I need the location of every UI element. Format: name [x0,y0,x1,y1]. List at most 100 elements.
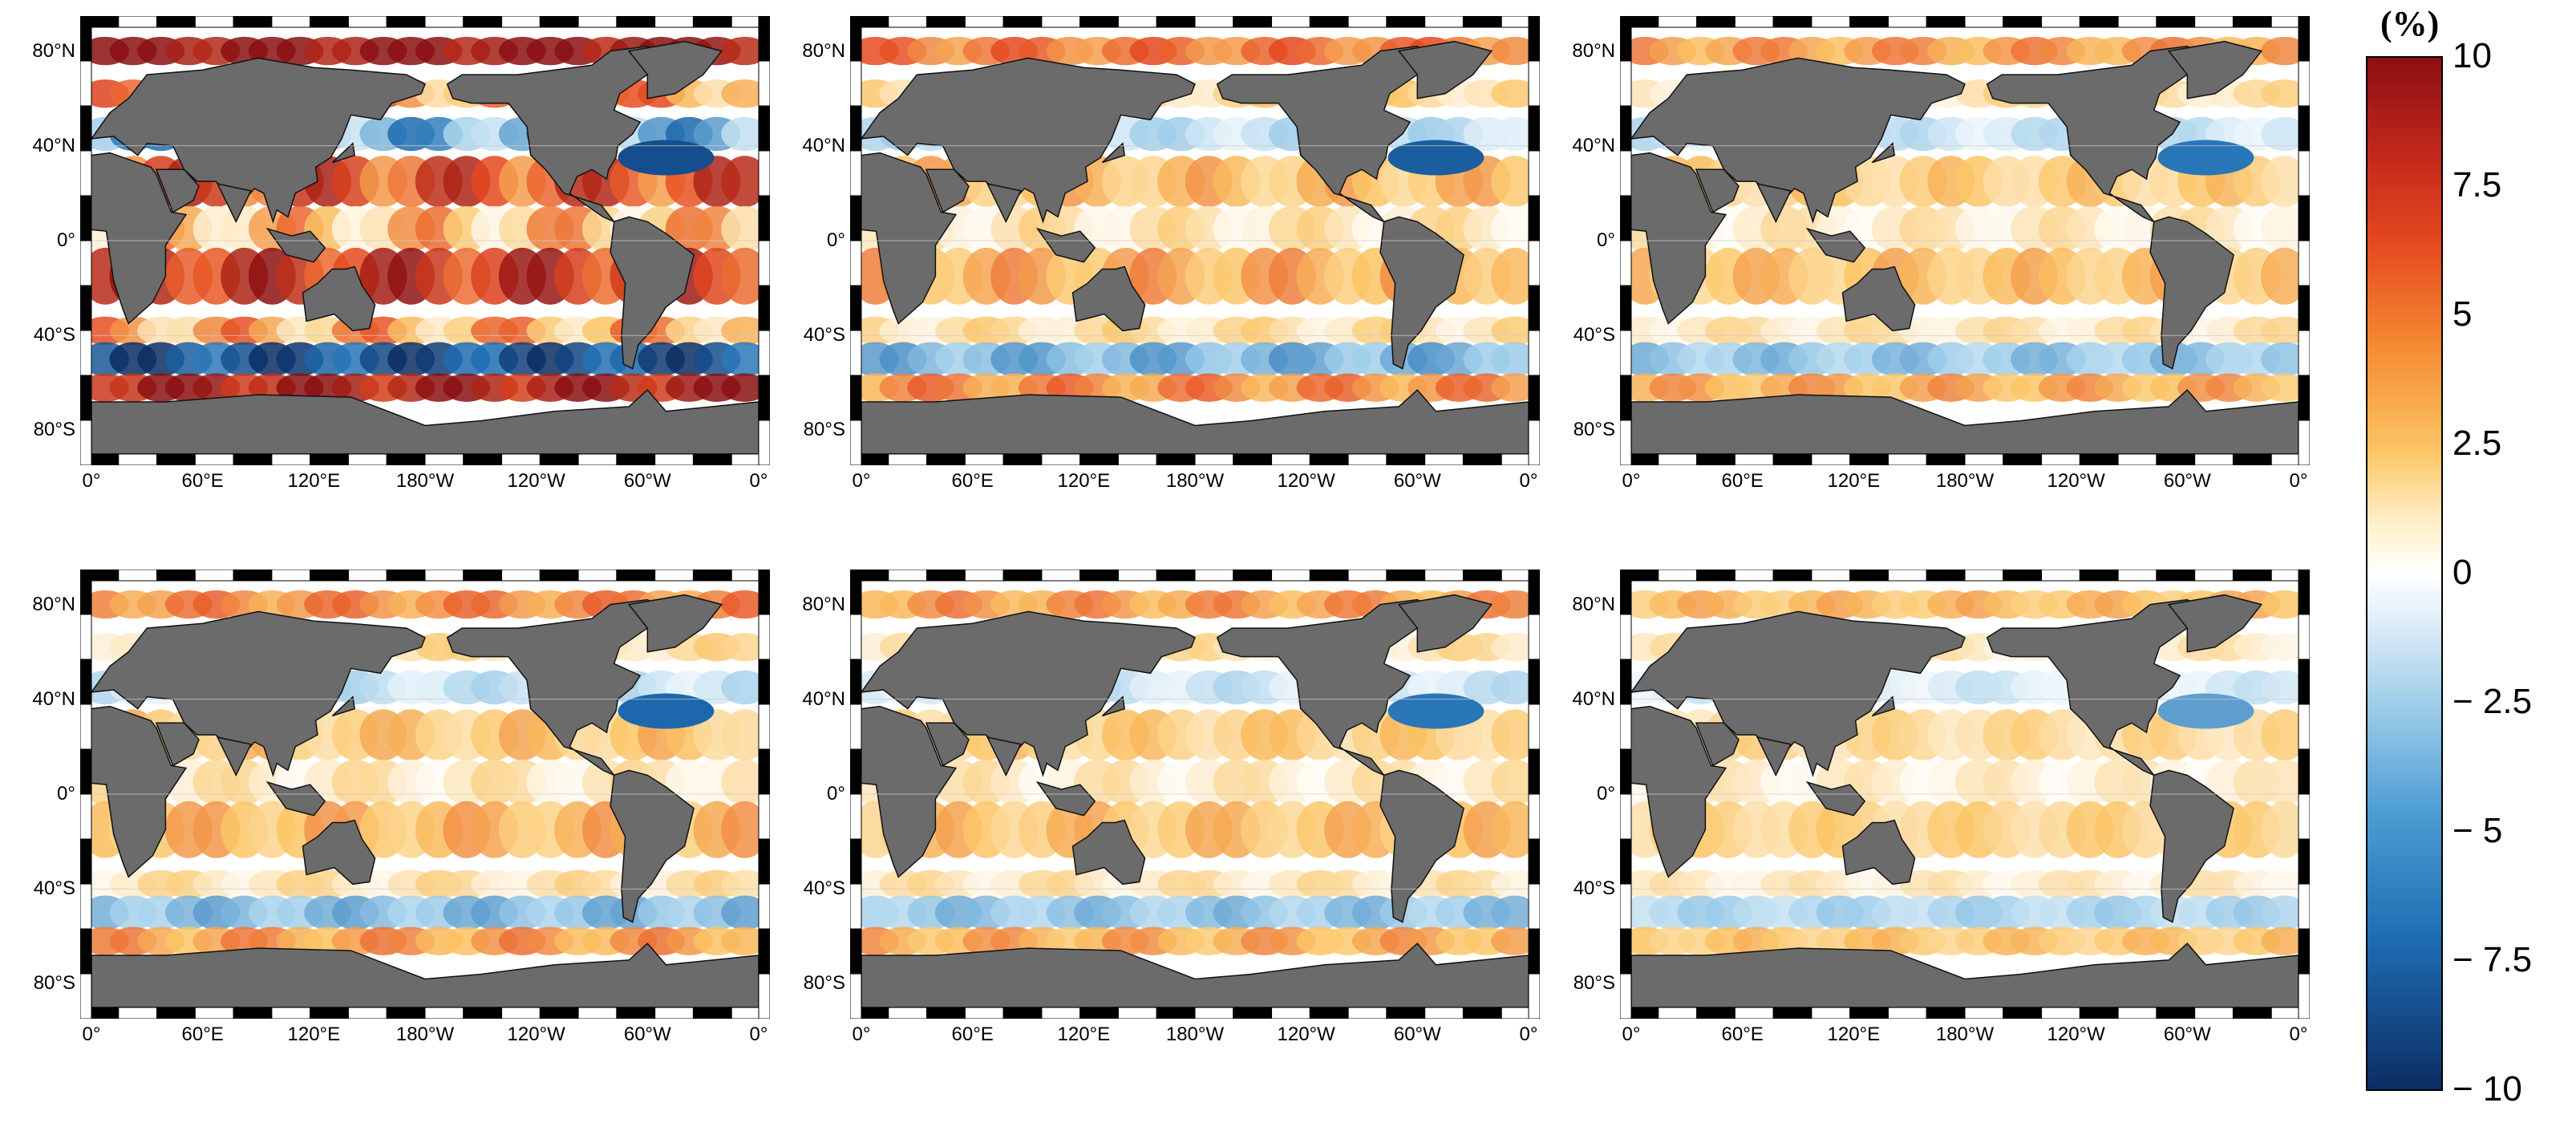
colorbar-tick-label: − 2.5 [2452,682,2533,721]
frame-segment [850,793,862,840]
frame-segment [1620,60,1632,107]
frame-segment [1620,703,1632,750]
frame-segment [1528,570,1540,615]
frame-segment [1887,453,1927,465]
frame-segment [386,570,426,582]
frame-segment [2298,659,2310,705]
frame-segment [1620,420,1632,465]
frame-segment [2041,453,2080,465]
frame-segment [1734,1007,1774,1019]
anomaly-patch [721,870,769,899]
anomaly-patch [1491,670,1539,705]
frame-segment [80,16,92,62]
frame-segment [1620,748,1632,795]
land-mass [216,736,252,777]
frame-segment [654,453,694,465]
longitude-label: 60°W [623,470,671,492]
frame-segment [156,453,196,465]
frame-segment [850,150,862,197]
frame-segment [2298,793,2310,840]
frame-segment [1887,1007,1927,1019]
map-plot [1620,570,2310,1019]
frame-segment [1194,16,1234,28]
anomaly-patch [1491,709,1539,761]
land-mass [446,45,667,223]
frame-segment [1528,285,1540,331]
latitude-label: 40°S [803,878,845,900]
anomaly-patch [2261,36,2309,66]
colorbar-tick-label: 2.5 [2452,424,2502,463]
longitude-label: 60°W [1393,470,1441,492]
frame-segment [758,793,770,840]
anomaly-patch [721,709,769,761]
frame-segment [1811,1007,1851,1019]
latitude-label: 40°N [32,687,75,710]
anomaly-patch [2261,926,2309,955]
latitude-label: 80°S [1573,419,1615,441]
anomaly-patch [1491,633,1539,662]
anomaly-patch [2261,79,2309,108]
frame-segment [463,1007,503,1019]
longitude-label: 120°W [1277,1024,1335,1045]
frame-segment [850,659,862,705]
frame-segment [424,570,464,582]
frame-segment [539,16,579,28]
frame-segment [1424,1007,1464,1019]
frame-segment [1117,453,1157,465]
frame-segment [758,973,770,1019]
longitude-label: 120°W [1277,470,1335,492]
frame-segment [233,1007,273,1019]
frame-segment [2298,285,2310,331]
frame-segment [1528,16,1540,62]
frame-segment [2298,60,2310,107]
longitude-label: 60°E [951,1024,994,1045]
land-mass [155,722,200,767]
land-mass [216,183,252,224]
frame-segment [1528,703,1540,750]
frame-segment [850,703,862,750]
frame-segment [80,748,92,795]
frame-segment [118,1007,158,1019]
frame-segment [80,240,92,286]
longitude-label: 0° [749,1024,768,1045]
land-mass [90,57,426,224]
longitude-label: 60°W [623,1024,671,1045]
frame-segment [1462,570,1502,582]
frame-segment [2298,105,2310,152]
frame-segment [156,570,196,582]
anomaly-patch [618,693,715,729]
frame-segment [271,453,311,465]
anomaly-patch [721,633,769,662]
frame-segment [80,285,92,331]
anomaly-patch [2261,247,2309,305]
frame-segment [850,420,862,465]
frame-segment [964,1007,1004,1019]
frame-segment [2117,16,2157,28]
frame-segment [1696,16,1736,28]
latitude-label: 80°N [32,593,75,615]
frame-segment [692,570,732,582]
anomaly-patch [1491,870,1539,899]
frame-segment [1734,453,1774,465]
longitude-label: 0° [1622,1024,1641,1045]
frame-segment [1620,928,1632,975]
latitude-label: 40°N [1572,134,1615,156]
frame-segment [539,570,579,582]
anomaly-patch [721,36,769,66]
frame-segment [1528,928,1540,975]
frame-segment [233,453,273,465]
frame-segment [310,16,349,28]
frame-segment [194,1007,234,1019]
anomaly-patch [2261,870,2309,899]
frame-segment [2041,570,2080,582]
frame-segment [1849,16,1889,28]
frame-segment [118,453,158,465]
land-mass [331,695,356,717]
frame-segment [271,570,311,582]
frame-segment [850,285,862,331]
frame-segment [1849,1007,1889,1019]
frame-segment [850,973,862,1019]
frame-segment [347,1007,387,1019]
frame-segment [1041,16,1081,28]
anomaly-patch [2261,316,2309,346]
